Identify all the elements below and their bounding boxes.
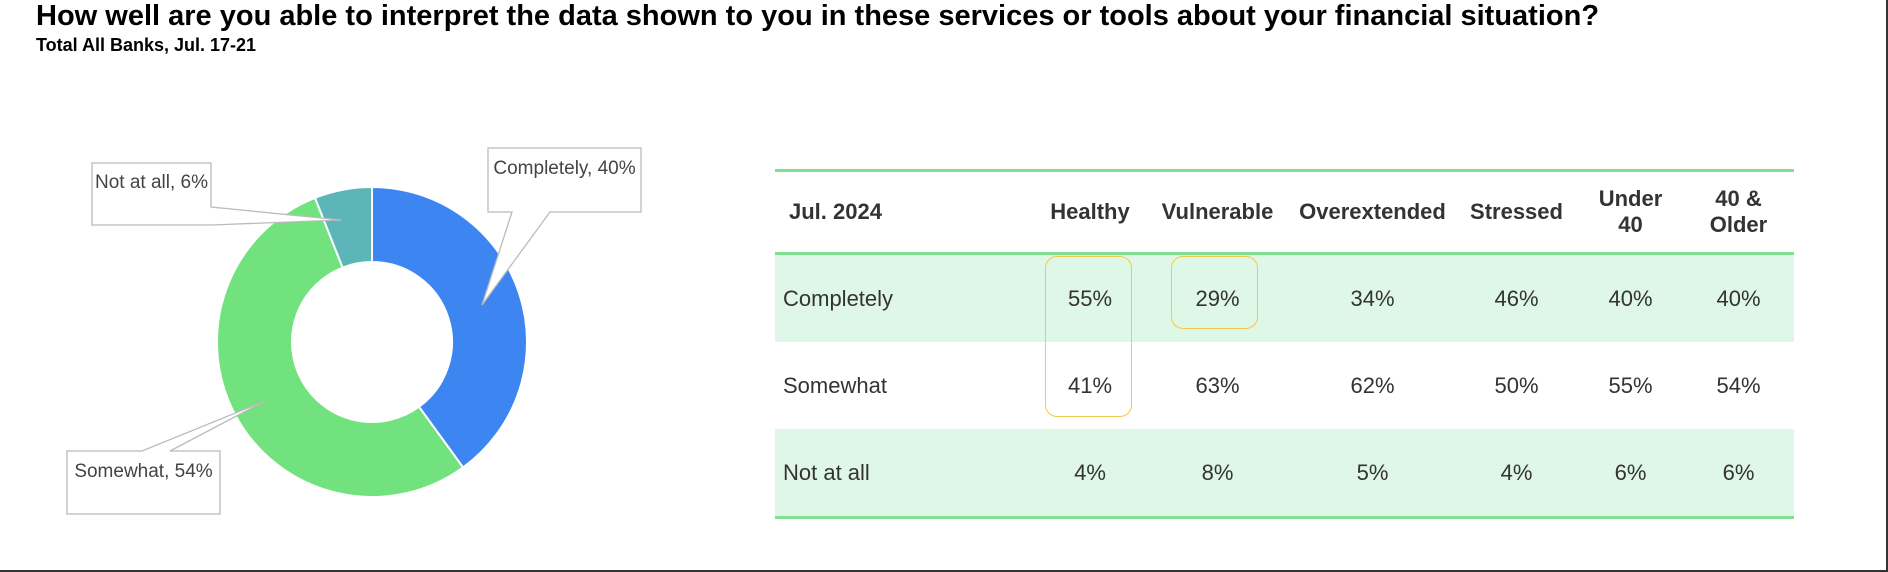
table-cell: 29%	[1195, 285, 1240, 311]
table-cell: 46%	[1494, 285, 1539, 311]
table-cell: 5%	[1356, 459, 1389, 485]
data-label: Not at all, 6%	[95, 172, 208, 193]
table-cell: 55%	[1067, 285, 1113, 311]
column-header: Vulnerable	[1145, 170, 1290, 255]
column-header: Healthy	[1035, 170, 1145, 255]
table-cell: 8%	[1201, 459, 1234, 485]
table-body: Completely 55% 29% 34% 46% 40% 40% Somewhat 41% 6…	[775, 253, 1794, 518]
table-cell: 62%	[1350, 372, 1395, 398]
table: Jul. 2024 Healthy Vulnerable Overextended St…	[775, 169, 1794, 519]
data-label: Completely, 40%	[493, 158, 636, 179]
table-cell: 63%	[1195, 372, 1240, 398]
callouts	[66, 147, 642, 515]
highlight	[1171, 256, 1258, 329]
column-header: Under 40	[1578, 170, 1683, 255]
highlight	[1045, 256, 1132, 417]
subtitle: Total All Banks, Jul. 17-21	[36, 35, 257, 55]
donut-slice	[216, 196, 465, 498]
row-label: Completely	[783, 285, 894, 311]
column-header: Jul. 2024	[775, 170, 1035, 255]
column-header: Stressed	[1455, 170, 1578, 255]
table-cell: 55%	[1608, 372, 1653, 398]
column-header: Overextended	[1290, 170, 1455, 255]
table-cell: 4%	[1500, 459, 1533, 485]
table-cell: 40%	[1608, 285, 1653, 311]
table-cell: 6%	[1722, 459, 1755, 485]
header-row: Jul. 2024 Healthy Vulnerable Overextended St…	[775, 170, 1794, 255]
title: How well are you able to interpret the d…	[36, 0, 1600, 32]
row-label: Somewhat	[783, 372, 887, 398]
table-cell: 54%	[1716, 372, 1761, 398]
table-cell: 40%	[1716, 285, 1761, 311]
table-cell: 6%	[1614, 459, 1647, 485]
table-cell: 41%	[1067, 372, 1113, 398]
callout-box	[66, 400, 266, 515]
table-cell: 50%	[1494, 372, 1539, 398]
table-row: Completely 55% 29% 34% 46% 40% 40%	[775, 253, 1794, 342]
row-label: Not at all	[783, 459, 870, 485]
data-label: Somewhat, 54%	[74, 461, 213, 482]
table-row: Somewhat 41% 63% 62% 50% 55% 54%	[775, 342, 1794, 429]
donut-chart	[66, 147, 642, 515]
column-header: 40 & Older	[1683, 170, 1794, 255]
callout-box	[91, 162, 342, 226]
donut-slice	[371, 185, 528, 469]
table-row: Not at all 4% 8% 5% 4% 6% 6%	[775, 429, 1794, 518]
table-cell: 4%	[1074, 459, 1106, 485]
callout-box	[481, 147, 642, 306]
table-cell: 34%	[1350, 285, 1395, 311]
